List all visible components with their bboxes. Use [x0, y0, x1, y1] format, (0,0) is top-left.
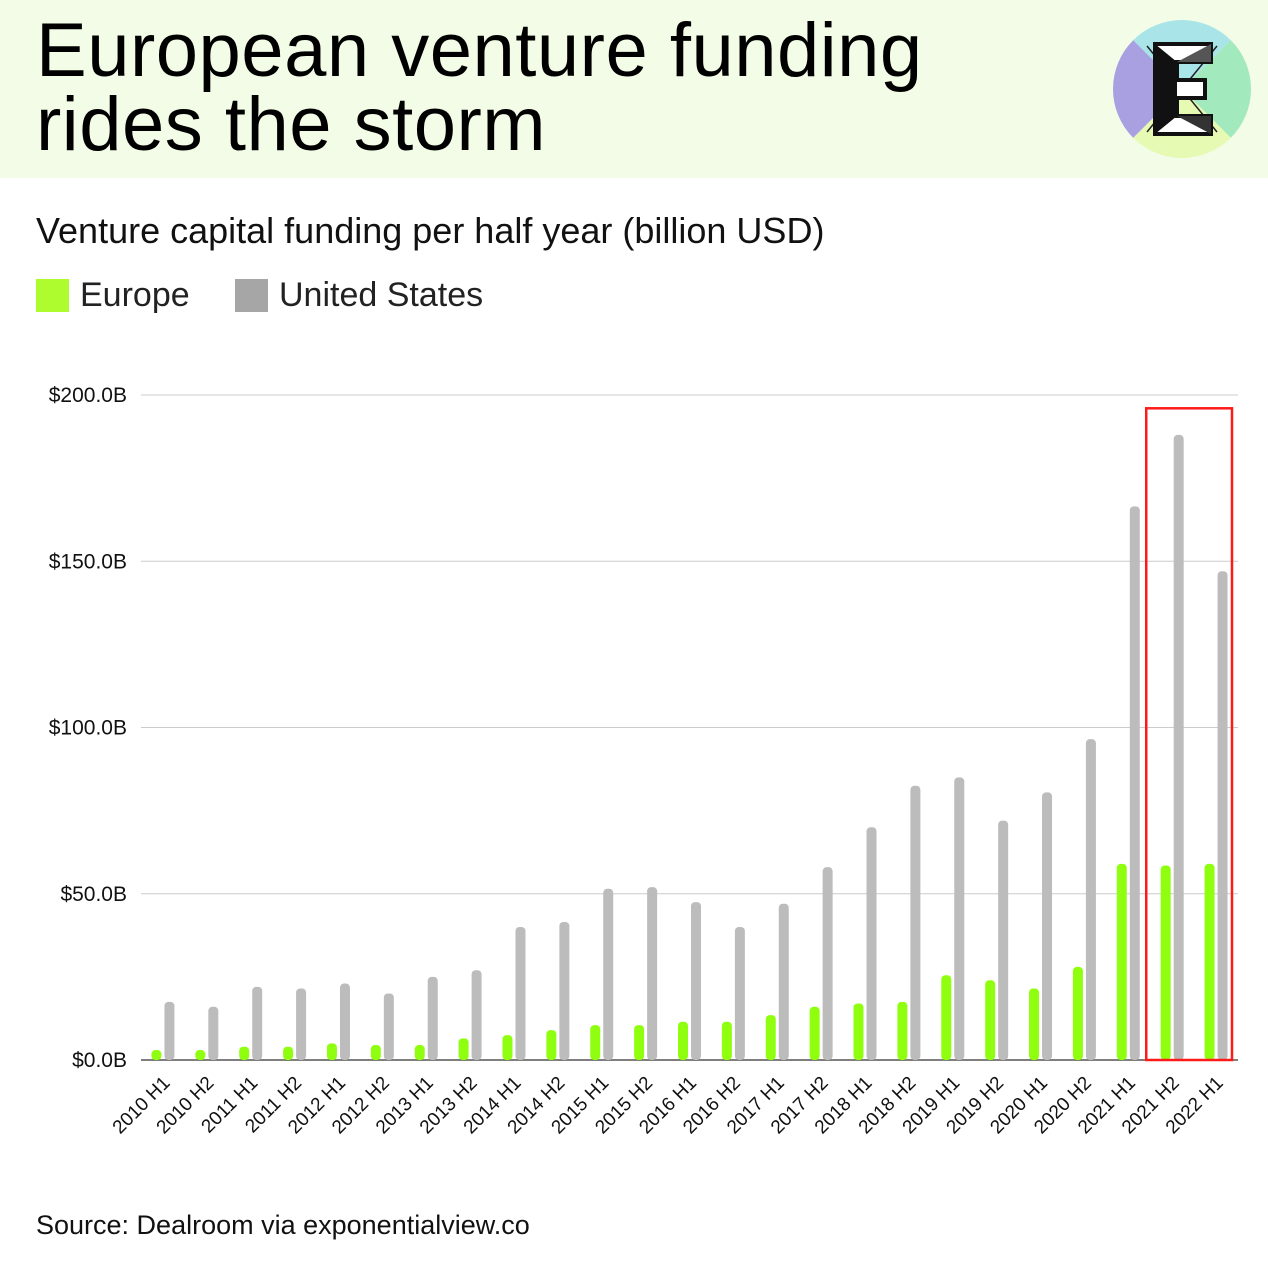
bar-europe [1029, 988, 1040, 1060]
bar-europe [809, 1006, 820, 1060]
bar-united-states [822, 867, 833, 1060]
logo-segment-right [1182, 20, 1251, 158]
bar-europe [546, 1030, 557, 1060]
bar-united-states [1085, 739, 1096, 1060]
bar-united-states [734, 927, 745, 1060]
bar-united-states [1042, 792, 1053, 1060]
bar-europe [414, 1045, 425, 1060]
bar-europe [370, 1045, 381, 1060]
bar-united-states [252, 986, 263, 1060]
bar-united-states [471, 970, 482, 1060]
bar-europe [721, 1021, 732, 1060]
bar-europe [326, 1043, 337, 1060]
bar-europe [897, 1001, 908, 1060]
bar-europe [283, 1046, 294, 1060]
chart-title: Venture capital funding per half year (b… [36, 210, 825, 251]
bar-united-states [1129, 506, 1140, 1060]
bar-europe [1116, 863, 1127, 1060]
bar-europe [502, 1035, 513, 1060]
bar-united-states [954, 777, 965, 1060]
bar-united-states [515, 927, 526, 1060]
y-tick-label: $0.0B [72, 1049, 127, 1072]
source-note: Source: Dealroom via exponentialview.co [36, 1210, 530, 1240]
bar-europe [1160, 865, 1171, 1060]
bar-united-states [164, 1001, 175, 1060]
legend-swatch-europe [36, 279, 69, 312]
bar-united-states [383, 993, 394, 1060]
bar-united-states [691, 902, 701, 1060]
bar-united-states [339, 983, 350, 1060]
bar-united-states [208, 1006, 219, 1060]
bar-europe [985, 980, 996, 1060]
bar-united-states [866, 827, 877, 1060]
bar-europe [634, 1025, 645, 1060]
bar-united-states [910, 785, 921, 1060]
bar-europe [853, 1003, 864, 1060]
header-banner: European venture funding rides the storm… [0, 0, 1268, 178]
bar-europe [1072, 966, 1083, 1060]
legend-swatch-united-states [235, 279, 268, 312]
bar-united-states [603, 888, 614, 1060]
bar-europe [458, 1038, 469, 1060]
page-title: European venture funding rides the storm [36, 8, 923, 167]
bar-united-states [778, 903, 789, 1060]
bar-europe [195, 1050, 206, 1060]
bar-europe [941, 975, 952, 1060]
y-tick-label: $150.0B [49, 550, 127, 573]
legend-label-united-states: United States [279, 276, 484, 314]
bar-europe [765, 1015, 776, 1060]
bar-europe [1204, 863, 1215, 1060]
bar-united-states [647, 887, 658, 1060]
bar-europe [151, 1050, 162, 1060]
bar-united-states [296, 988, 307, 1060]
bar-united-states [1217, 571, 1228, 1060]
y-tick-label: $100.0B [49, 717, 127, 740]
bar-europe [239, 1046, 250, 1060]
logo-segment-left [1113, 20, 1182, 158]
y-tick-label: $200.0B [49, 384, 127, 407]
bar-united-states [427, 976, 438, 1060]
bar-united-states [998, 820, 1009, 1060]
bar-europe [590, 1025, 601, 1060]
legend-label-europe: Europe [80, 276, 190, 314]
bar-united-states [1173, 434, 1184, 1060]
bar-europe [678, 1021, 688, 1060]
highlight-box [1144, 407, 1234, 1062]
bar-united-states [559, 922, 570, 1060]
exponential-view-logo: E [1113, 20, 1251, 158]
y-tick-label: $50.0B [60, 883, 127, 906]
